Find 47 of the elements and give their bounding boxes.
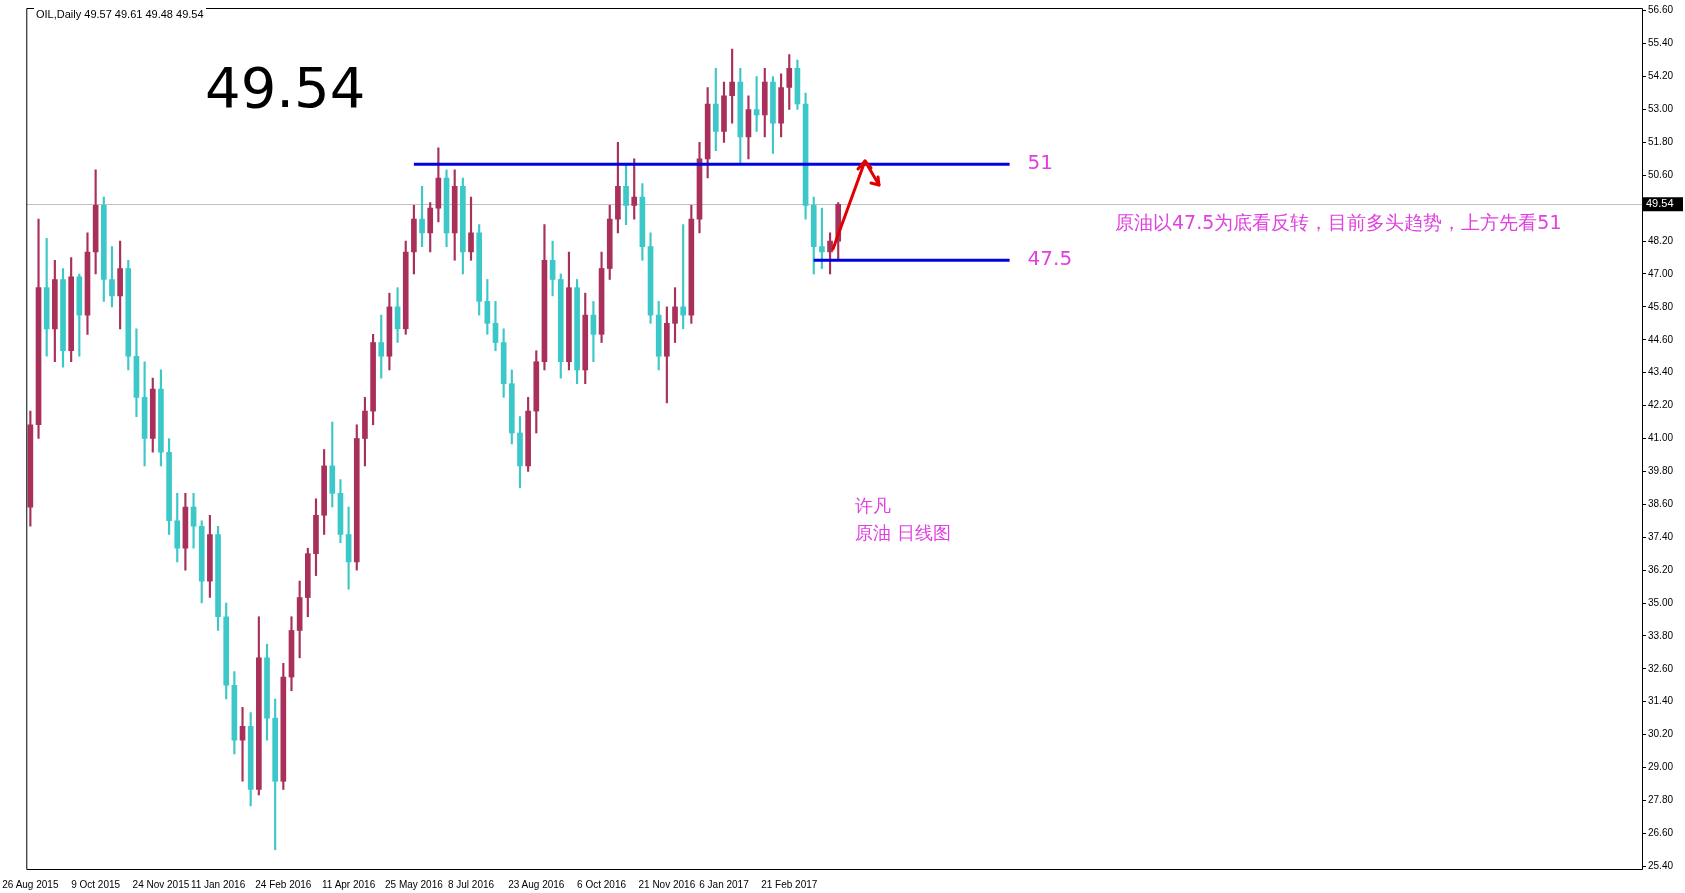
x-tick-label: 25 May 2016 [384,878,444,890]
y-tick-label: 53.00 [1648,103,1674,115]
ref-line-label: 49.54 [1646,197,1674,210]
x-tick-label: 11 Jan 2016 [190,878,246,890]
y-tick-label: 45.80 [1648,300,1674,312]
y-tick-label: 35.00 [1648,596,1674,608]
series-label: 47.5 [1027,246,1073,271]
y-tick-label: 39.80 [1648,465,1674,477]
y-tick-label: 37.40 [1648,530,1674,542]
x-tick-label: 6 Oct 2016 [577,878,627,890]
y-tick-label: 43.40 [1648,366,1674,378]
y-tick-label: 42.20 [1648,399,1674,411]
x-tick-label: 26 Aug 2015 [2,878,59,890]
y-tick-label: 29.00 [1648,761,1674,773]
y-tick-label: 26.60 [1648,827,1674,839]
y-tick-label: 25.40 [1648,860,1674,872]
y-tick-label: 44.60 [1648,333,1674,345]
y-tick-label: 38.60 [1648,498,1674,510]
y-tick-label: 27.80 [1648,794,1674,806]
x-tick-label: 6 Jan 2017 [699,878,750,890]
y-tick-label: 47.00 [1648,267,1674,279]
y-tick-label: 41.00 [1648,432,1674,444]
x-tick-label: 24 Feb 2016 [255,878,312,890]
y-tick-label: 30.20 [1648,728,1674,740]
y-tick-label: 51.80 [1648,136,1674,148]
y-tick-label: 36.20 [1648,563,1674,575]
annotation: 原油 日线图 [855,521,951,545]
x-tick-label: 8 Jul 2016 [447,878,495,890]
series-label: 51 [1027,150,1054,175]
x-tick-label: 23 Aug 2016 [508,878,565,890]
x-tick-label: 11 Apr 2016 [322,878,376,890]
x-tick-label: 9 Oct 2015 [71,878,121,890]
x-tick-label: 24 Nov 2015 [132,878,190,890]
y-tick-label: 48.20 [1648,234,1674,246]
annotation: 许凡 [855,494,891,518]
annotation: 49.54 [205,55,366,120]
x-tick-label: 21 Feb 2017 [761,878,818,890]
y-tick-label: 56.60 [1648,4,1674,16]
y-tick-label: 32.60 [1648,662,1674,674]
y-tick-label: 33.80 [1648,629,1674,641]
y-tick-label: 55.40 [1648,37,1674,49]
y-tick-label: 31.40 [1648,695,1674,707]
y-tick-label: 54.20 [1648,70,1674,82]
y-tick-label: 50.60 [1648,169,1674,181]
annotation: 原油以47.5为底看反转，目前多头趋势，上方先看51 [1115,210,1562,235]
chart-title: OIL,Daily 49.57 49.61 49.48 49.54 [34,8,206,21]
x-tick-label: 21 Nov 2016 [638,878,696,890]
